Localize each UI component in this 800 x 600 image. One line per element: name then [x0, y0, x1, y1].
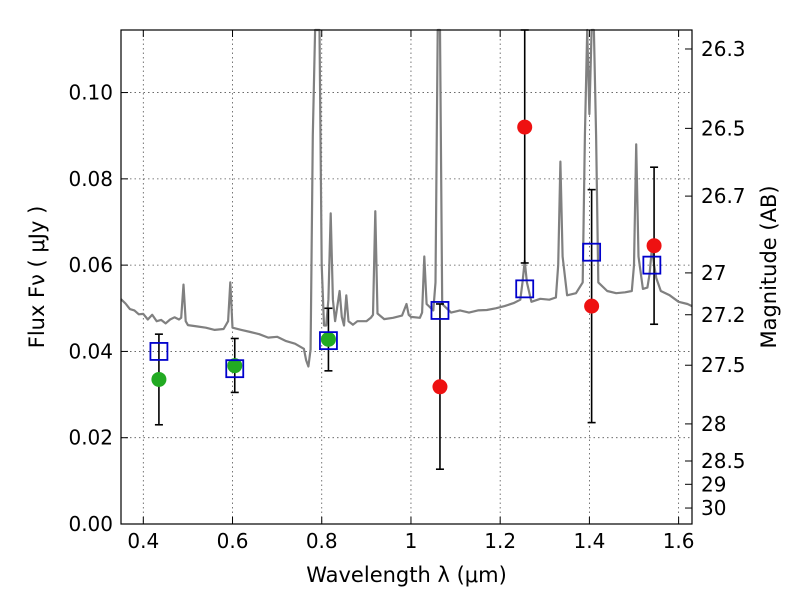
x-tick-label: 1.2 — [484, 529, 516, 553]
y-tick-label: 0.08 — [68, 167, 113, 191]
right-tick-label: 27 — [701, 261, 726, 285]
candidate-point — [517, 119, 533, 135]
right-tick-label: 28 — [701, 412, 726, 436]
x-tick-label: 0.4 — [127, 529, 159, 553]
x-axis-label: Wavelength λ (μm) — [306, 563, 507, 587]
model-square — [319, 331, 338, 351]
candidate-point — [432, 379, 448, 395]
x-tick-label: 1.4 — [573, 529, 605, 553]
y-tick-label: 0.00 — [68, 512, 113, 536]
x-tick-labels: 0.4 0.6 0.8 1 1.2 1.4 1.6 — [127, 529, 694, 553]
y-tick-label: 0.10 — [68, 81, 113, 105]
right-tick-label: 26.3 — [701, 37, 746, 61]
detected-point — [320, 331, 336, 347]
model-square — [582, 242, 602, 262]
y-axis-label: Flux Fν ( μJy ) — [25, 206, 49, 349]
right-tick-label: 29 — [701, 472, 726, 496]
right-tick-label: 28.5 — [701, 449, 746, 473]
candidate-point — [584, 298, 600, 314]
right-tick-label: 30 — [701, 496, 726, 520]
candidate-point — [646, 238, 662, 254]
model-square — [430, 301, 450, 320]
spectrum-line — [120, 28, 693, 368]
detected-point — [151, 371, 167, 387]
model-square — [149, 342, 169, 361]
grid — [121, 30, 692, 525]
photometry-points — [149, 119, 662, 395]
plot-frame — [120, 29, 693, 525]
right-tick-label: 26.5 — [701, 116, 746, 140]
y-tick-labels: 0.00 0.02 0.04 0.06 0.08 0.10 — [68, 81, 113, 536]
right-tick-label: 27.5 — [701, 353, 746, 377]
y-tick-label: 0.06 — [68, 253, 113, 277]
y-tick-label: 0.04 — [68, 339, 113, 363]
x-tick-label: 0.6 — [217, 529, 249, 553]
x-tick-label: 0.8 — [306, 529, 338, 553]
y-tick-label: 0.02 — [68, 426, 113, 450]
x-tick-label: 1.6 — [663, 529, 695, 553]
x-tick-label: 1 — [405, 529, 418, 553]
right-tick-label: 26.7 — [701, 184, 746, 208]
detected-point — [227, 358, 243, 374]
spectrum-series — [120, 28, 693, 368]
tick-marks — [121, 30, 692, 525]
model-square — [515, 279, 535, 299]
right-axis-label: Magnitude (AB) — [757, 185, 781, 348]
right-tick-label: 27.2 — [701, 303, 746, 327]
model-square — [642, 255, 662, 275]
model-square — [225, 359, 245, 379]
